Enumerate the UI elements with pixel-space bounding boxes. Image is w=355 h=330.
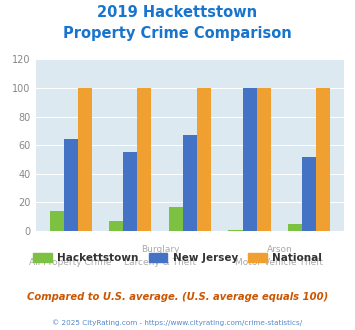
Bar (183, 135, 197, 231)
Legend: Hackettstown, New Jersey, National: Hackettstown, New Jersey, National (29, 248, 326, 267)
Bar (316, 88, 330, 231)
Text: 2019 Hackettstown: 2019 Hackettstown (97, 5, 258, 20)
Bar (50, 211, 64, 231)
Bar (197, 88, 211, 231)
Text: Larceny & Theft: Larceny & Theft (124, 258, 196, 267)
Bar (257, 88, 271, 231)
Text: Arson: Arson (267, 245, 292, 254)
Bar (228, 230, 242, 231)
Bar (78, 88, 92, 231)
Text: © 2025 CityRating.com - https://www.cityrating.com/crime-statistics/: © 2025 CityRating.com - https://www.city… (53, 319, 302, 326)
Text: Property Crime Comparison: Property Crime Comparison (63, 26, 292, 41)
Bar (302, 157, 316, 231)
Text: Compared to U.S. average. (U.S. average equals 100): Compared to U.S. average. (U.S. average … (27, 292, 328, 302)
Text: Motor Vehicle Theft: Motor Vehicle Theft (235, 258, 323, 267)
Bar (109, 221, 123, 231)
Bar (137, 88, 152, 231)
Bar (64, 140, 78, 231)
Bar (123, 152, 137, 231)
Text: Burglary: Burglary (141, 245, 179, 254)
Bar (169, 207, 183, 231)
Text: All Property Crime: All Property Crime (29, 258, 112, 267)
Bar (288, 224, 302, 231)
Bar (242, 88, 257, 231)
